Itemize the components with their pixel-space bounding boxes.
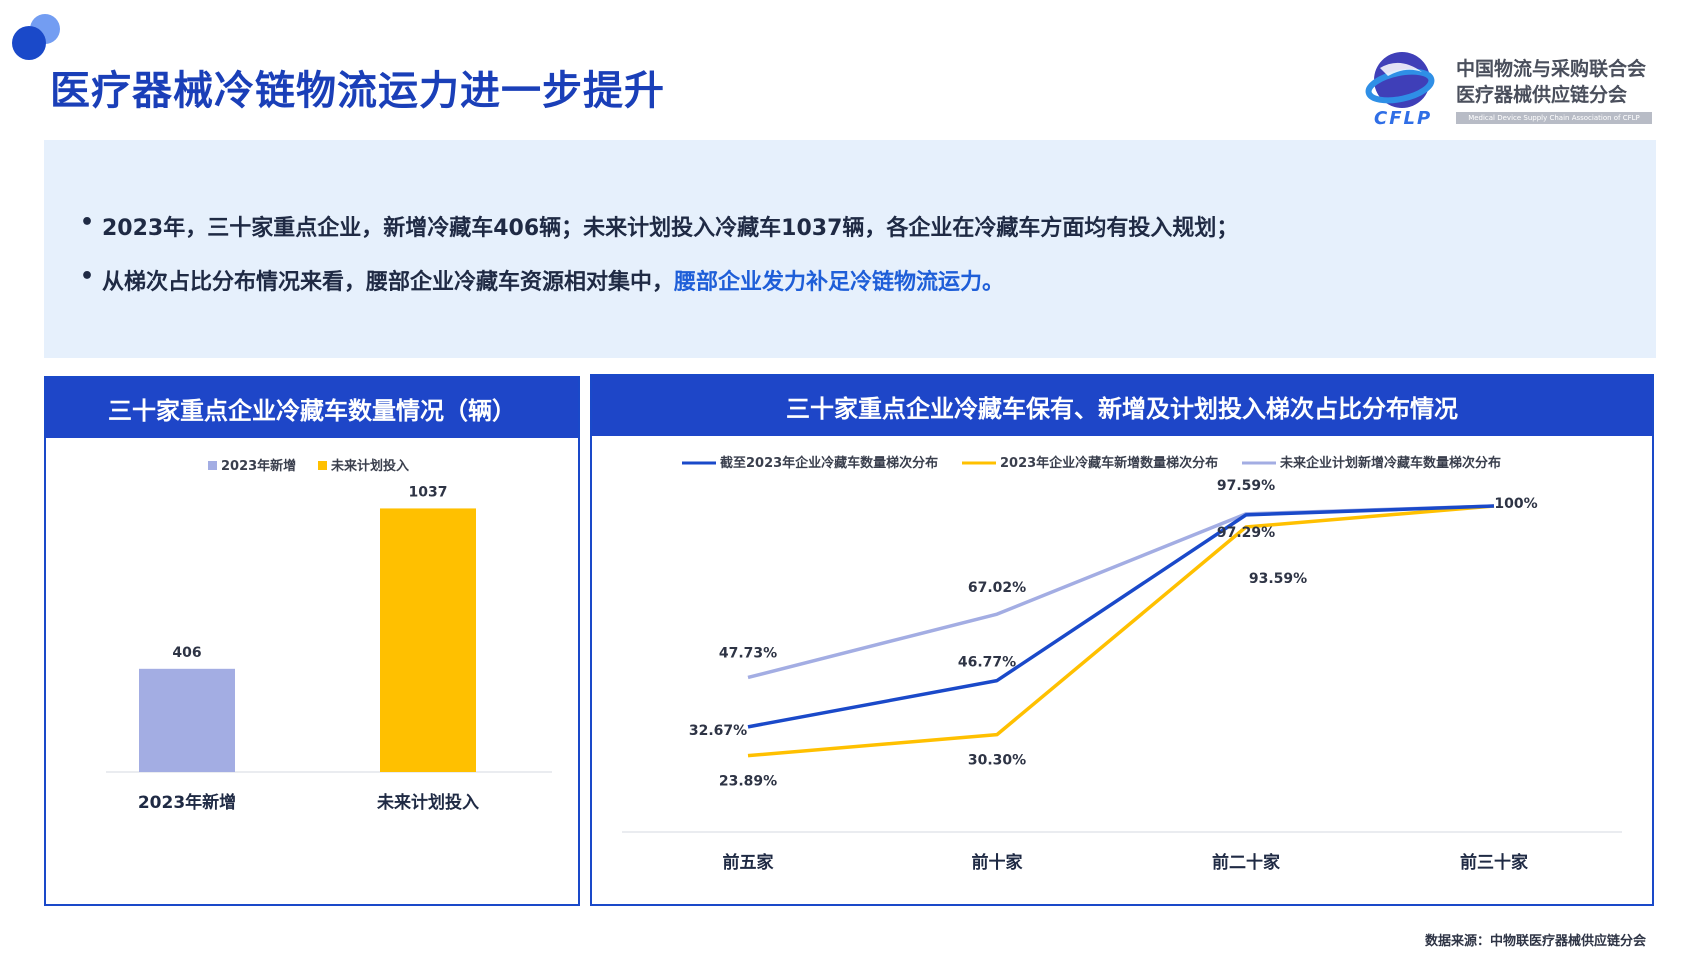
legend-label: 2023年企业冷藏车新增数量梯次分布 [1000,455,1218,471]
bar [380,508,476,772]
bar-chart-panel: 三十家重点企业冷藏车数量情况（辆） 2023年新增 未来计划投入 406 2023年新… [44,376,580,906]
x-tick-label: 2023年新增 [138,792,236,813]
legend-swatch [318,461,327,470]
line-chart: 截至2023年企业冷藏车数量梯次分布 2023年企业冷藏车新增数量梯次分布 未来企业… [622,455,1622,873]
data-label: 32.67% [689,723,747,739]
data-label: 23.89% [719,774,777,790]
series-line [747,504,1495,758]
logo-english-name: Medical Device Supply Chain Association … [1456,112,1652,124]
data-label: 46.77% [958,655,1016,671]
logo-acronym: CFLP [1374,108,1433,129]
data-label: 97.59% [1217,478,1275,494]
x-tick-label: 未来计划投入 [376,792,479,813]
series-line [747,504,1495,680]
summary-box: 2023年，三十家重点企业，新增冷藏车406辆；未来计划投入冷藏车1037辆，各… [44,140,1656,358]
legend-label: 未来计划投入 [330,458,409,474]
globe-logo-icon [1365,52,1435,108]
page-title: 医疗器械冷链物流运力进一步提升 [50,68,665,114]
line-chart-title: 三十家重点企业冷藏车保有、新增及计划投入梯次占比分布情况 [592,376,1652,436]
decor-circle-dark [12,26,46,60]
data-source: 数据来源：中物联医疗器械供应链分会 [1424,934,1646,949]
x-tick-label: 前二十家 [1212,852,1280,873]
data-label: 93.59% [1249,571,1307,587]
cflp-logo: CFLP 中国物流与采购联合会 医疗器械供应链分会 Medical Device… [1360,46,1660,130]
data-label: 47.73% [719,645,777,661]
series-line [747,504,1495,729]
legend-label: 截至2023年企业冷藏车数量梯次分布 [720,455,938,471]
x-tick-label: 前十家 [972,852,1023,873]
data-label: 30.30% [968,753,1026,769]
logo-org-name: 中国物流与采购联合会 [1456,58,1647,80]
data-label: 67.02% [968,580,1026,596]
logo-branch-name: 医疗器械供应链分会 [1456,84,1628,106]
data-label: 97.29% [1217,525,1275,541]
bar-chart-title: 三十家重点企业冷藏车数量情况（辆） [46,378,578,438]
summary-bullet: 从梯次占比分布情况来看，腰部企业冷藏车资源相对集中，腰部企业发力补足冷链物流运力… [72,264,1628,296]
data-label: 1037 [409,484,448,500]
x-tick-label: 前五家 [723,852,774,873]
legend-label: 未来企业计划新增冷藏车数量梯次分布 [1279,455,1501,471]
line-chart-panel: 三十家重点企业冷藏车保有、新增及计划投入梯次占比分布情况 截至2023年企业冷藏… [590,374,1654,906]
bar [139,668,235,772]
bullet-highlight: 腰部企业发力补足冷链物流运力。 [674,270,1005,295]
legend-swatch [208,461,217,470]
x-tick-label: 前三十家 [1460,852,1528,873]
bullet-text: 2023年，三十家重点企业，新增冷藏车406辆；未来计划投入冷藏车1037辆，各… [102,216,1239,241]
legend-label: 2023年新增 [221,458,296,474]
data-label: 406 [172,645,201,661]
summary-bullet: 2023年，三十家重点企业，新增冷藏车406辆；未来计划投入冷藏车1037辆，各… [72,210,1628,242]
bullet-text: 从梯次占比分布情况来看，腰部企业冷藏车资源相对集中， [102,270,675,295]
data-label: 100% [1494,496,1537,512]
